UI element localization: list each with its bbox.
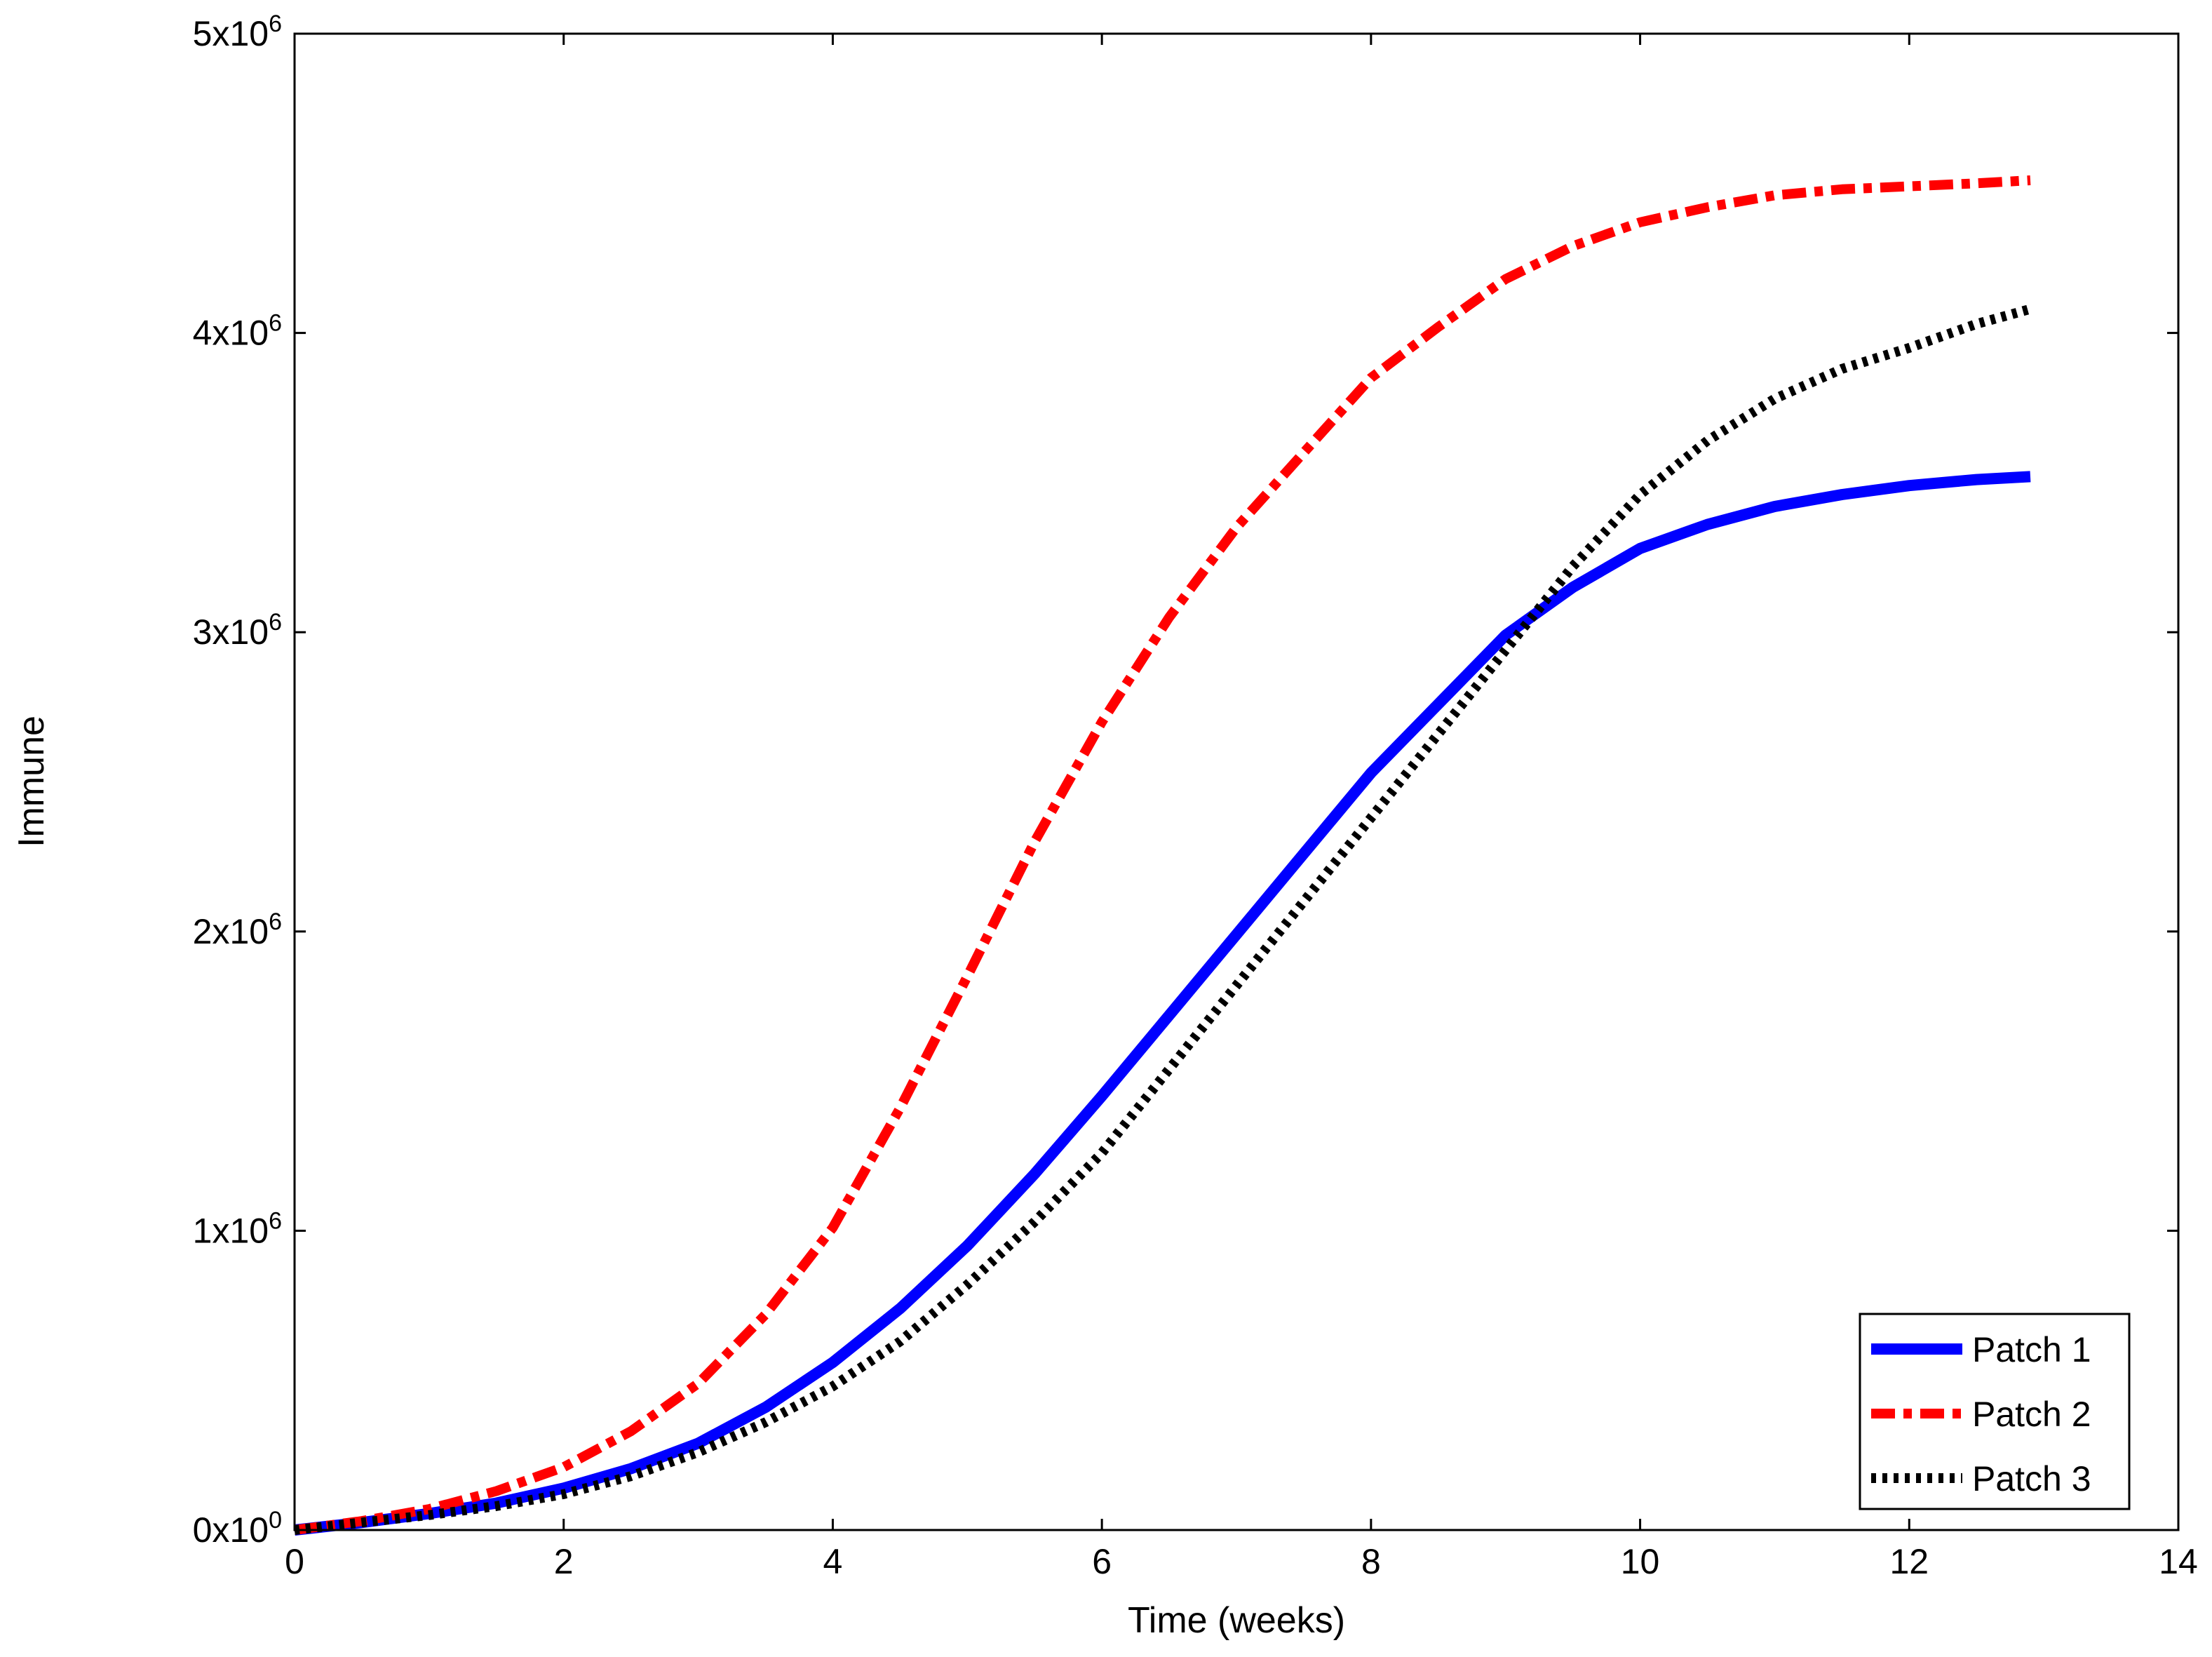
x-tick-label: 0 <box>285 1542 304 1581</box>
y-tick-mantissa: 1x10 <box>193 1211 269 1250</box>
legend-label-patch-1: Patch 1 <box>1972 1330 2091 1369</box>
plot-frame <box>293 32 2180 1531</box>
legend: Patch 1 Patch 2 Patch 3 <box>1859 1313 2131 1510</box>
series-line-patch-2 <box>294 175 2031 1535</box>
y-tick-exponent: 6 <box>269 11 282 37</box>
x-tick-label: 14 <box>2159 1542 2198 1581</box>
y-tick-mantissa: 4x10 <box>193 314 269 353</box>
y-tick-label: 3x106 <box>193 609 282 652</box>
series-line-patch-3 <box>294 304 2032 1535</box>
y-tick-exponent: 6 <box>269 310 282 337</box>
y-tick-exponent: 6 <box>269 609 282 636</box>
x-tick-label: 10 <box>1621 1542 1660 1581</box>
y-tick-label: 0x100 <box>193 1507 282 1550</box>
x-tick-label: 12 <box>1889 1542 1929 1581</box>
y-tick-mantissa: 3x10 <box>193 612 269 652</box>
series-layer <box>294 175 2032 1536</box>
y-axis-label: Immune <box>11 716 52 847</box>
x-tick-label: 8 <box>1361 1542 1381 1581</box>
y-tick-exponent: 6 <box>269 908 282 935</box>
x-axis-label: Time (weeks) <box>1128 1600 1345 1641</box>
series-line-patch-1 <box>294 471 2031 1536</box>
y-tick-exponent: 6 <box>269 1207 282 1234</box>
tick-layer: 0 2 4 6 8 10 12 140x1001x1062x1063x1064x1065x10… <box>193 11 2198 1581</box>
y-tick-label: 5x106 <box>193 11 282 53</box>
y-tick-exponent: 0 <box>269 1507 282 1534</box>
x-tick-label: 6 <box>1092 1542 1112 1581</box>
y-tick-label: 4x106 <box>193 310 282 353</box>
x-tick-label: 2 <box>554 1542 574 1581</box>
y-tick-mantissa: 0x10 <box>193 1510 269 1550</box>
legend-label-patch-3: Patch 3 <box>1972 1459 2091 1498</box>
legend-label-patch-2: Patch 2 <box>1972 1395 2091 1434</box>
y-tick-label: 2x106 <box>193 908 282 951</box>
x-tick-label: 4 <box>823 1542 843 1581</box>
y-tick-label: 1x106 <box>193 1207 282 1250</box>
y-tick-mantissa: 2x10 <box>193 912 269 951</box>
y-tick-mantissa: 5x10 <box>193 14 269 53</box>
